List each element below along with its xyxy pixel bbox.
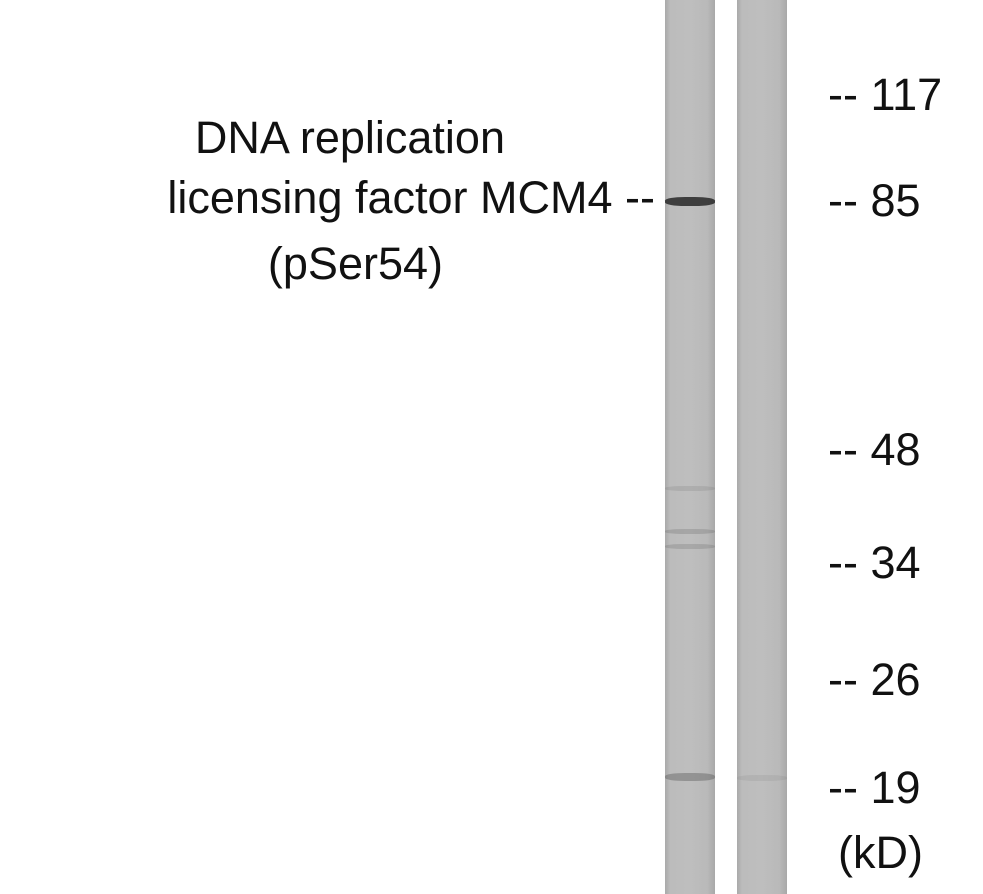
band-faint: [737, 775, 787, 781]
label-line-2: licensing factor MCM4 --: [167, 172, 655, 223]
marker-26: -- 26: [828, 654, 921, 705]
band-19kd: [665, 773, 715, 781]
marker-48: -- 48: [828, 424, 921, 475]
band-85kd: [665, 197, 715, 206]
unit-label: (kD): [838, 827, 923, 878]
band-faint: [665, 486, 715, 491]
band-faint: [665, 529, 715, 534]
lane-2: [737, 0, 787, 894]
marker-34: -- 34: [828, 537, 921, 588]
marker-85: -- 85: [828, 175, 921, 226]
marker-117: -- 117: [828, 69, 943, 120]
band-faint: [665, 544, 715, 549]
label-line-1: DNA replication: [194, 112, 505, 163]
marker-19: -- 19: [828, 762, 921, 813]
label-line-3: (pSer54): [267, 238, 443, 289]
lane-1: [665, 0, 715, 894]
